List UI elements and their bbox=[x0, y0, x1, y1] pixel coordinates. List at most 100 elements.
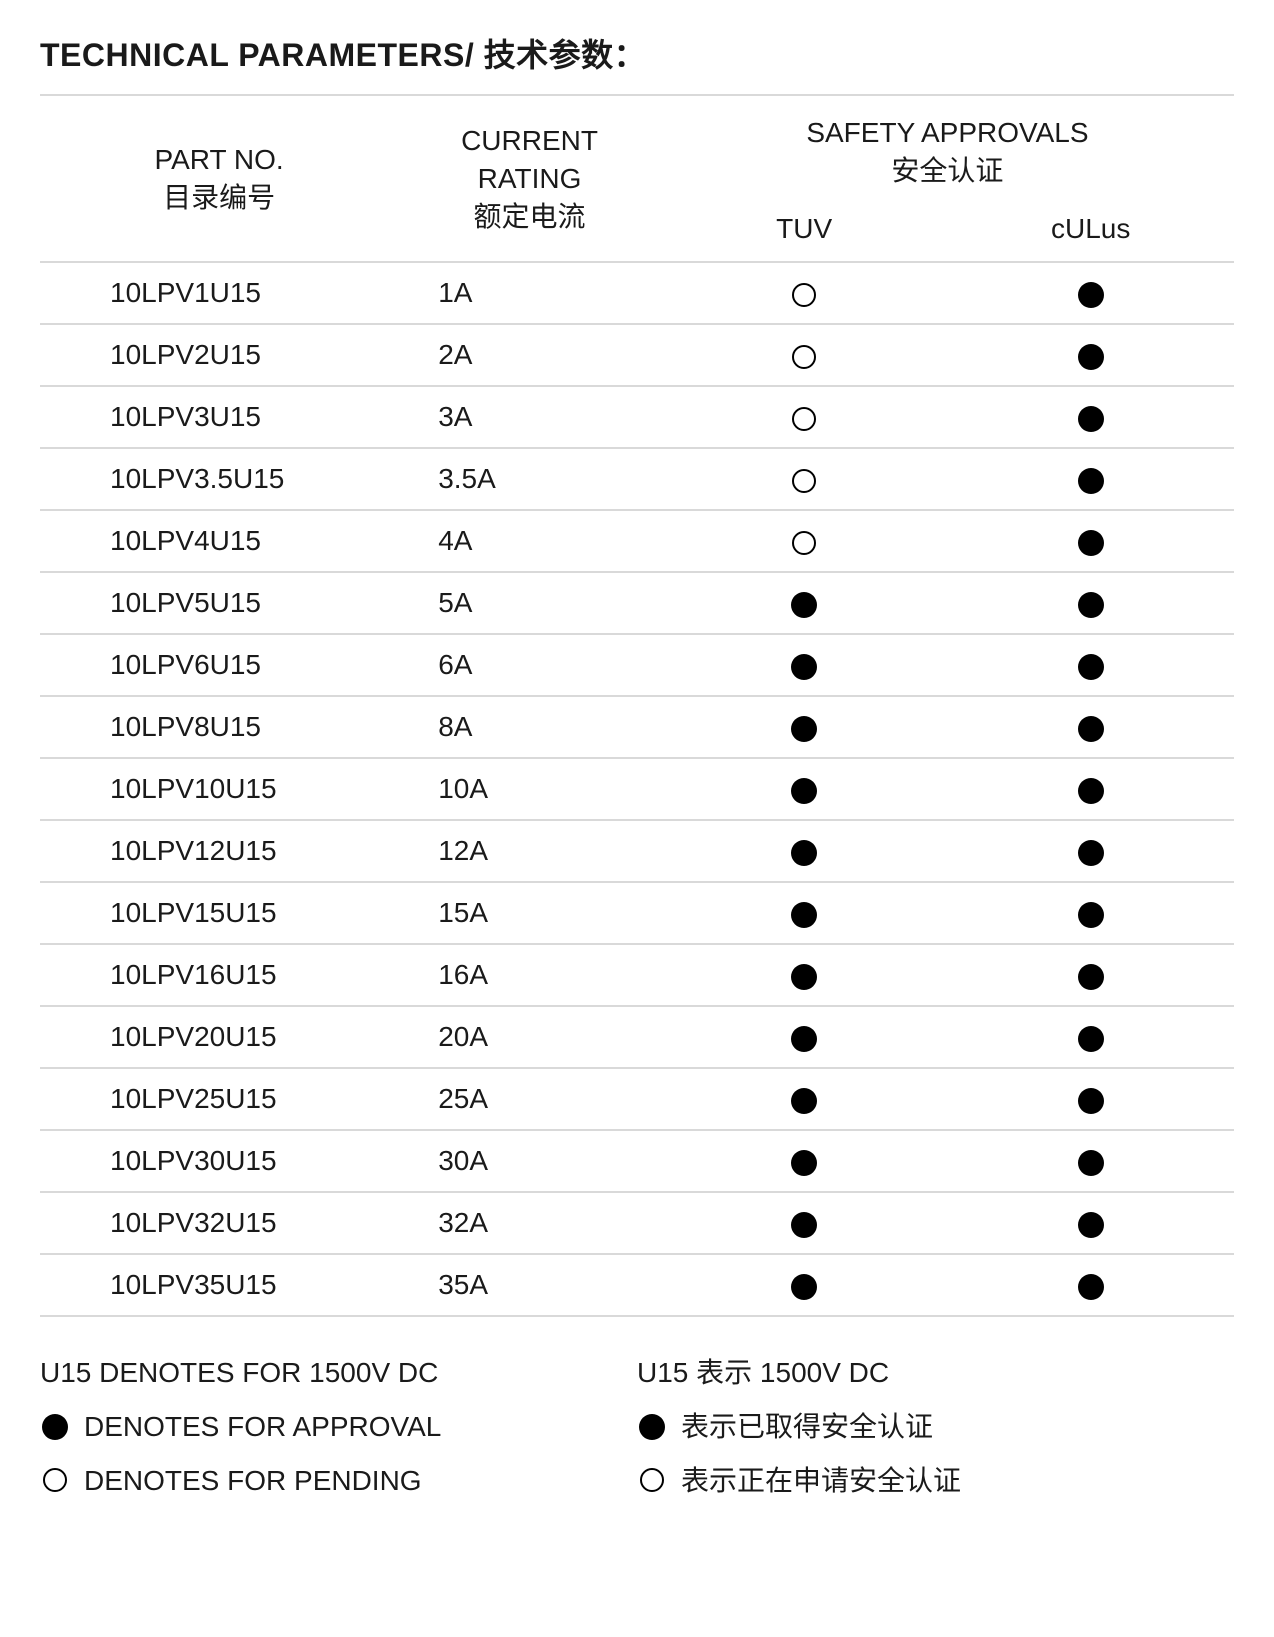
open-circle-icon bbox=[792, 345, 816, 369]
culus-cell bbox=[947, 944, 1234, 1006]
header-culus: cULus bbox=[947, 200, 1234, 263]
header-safety-group: SAFETY APPROVALS 安全认证 bbox=[661, 96, 1234, 200]
current-rating-cell: 30A bbox=[398, 1130, 661, 1192]
table-row: 10LPV8U158A bbox=[40, 696, 1234, 758]
current-rating-cell: 20A bbox=[398, 1006, 661, 1068]
culus-cell bbox=[947, 820, 1234, 882]
culus-cell bbox=[947, 1006, 1234, 1068]
table-row: 10LPV16U1516A bbox=[40, 944, 1234, 1006]
culus-cell bbox=[947, 634, 1234, 696]
filled-circle-icon bbox=[791, 654, 817, 680]
part-no-cell: 10LPV10U15 bbox=[40, 758, 398, 820]
tuv-cell bbox=[661, 696, 948, 758]
current-rating-cell: 1A bbox=[398, 262, 661, 324]
culus-cell bbox=[947, 1130, 1234, 1192]
filled-circle-icon bbox=[791, 1088, 817, 1114]
part-no-cell: 10LPV3.5U15 bbox=[40, 448, 398, 510]
filled-circle-icon bbox=[1078, 344, 1104, 370]
filled-circle-icon bbox=[1078, 778, 1104, 804]
header-current-en: CURRENT bbox=[461, 125, 598, 156]
current-rating-cell: 3.5A bbox=[398, 448, 661, 510]
tuv-cell bbox=[661, 634, 948, 696]
filled-circle-icon bbox=[1078, 1026, 1104, 1052]
header-current-rating: CURRENT RATING 额定电流 bbox=[398, 96, 661, 262]
table-row: 10LPV3U153A bbox=[40, 386, 1234, 448]
culus-cell bbox=[947, 758, 1234, 820]
header-safety-en: SAFETY APPROVALS bbox=[806, 117, 1088, 148]
current-rating-cell: 32A bbox=[398, 1192, 661, 1254]
legend-left-pending: DENOTES FOR PENDING bbox=[40, 1457, 637, 1505]
tuv-cell bbox=[661, 1006, 948, 1068]
legend-left-approval: DENOTES FOR APPROVAL bbox=[40, 1403, 637, 1451]
culus-cell bbox=[947, 1254, 1234, 1316]
filled-circle-icon bbox=[1078, 1150, 1104, 1176]
legend-right: U15 表示 1500V DC 表示已取得安全认证 表示正在申请安全认证 bbox=[637, 1343, 1234, 1504]
tuv-cell bbox=[661, 572, 948, 634]
legend-right-line1: U15 表示 1500V DC bbox=[637, 1349, 1234, 1397]
open-circle-icon bbox=[792, 469, 816, 493]
culus-cell bbox=[947, 448, 1234, 510]
filled-circle-icon bbox=[40, 1414, 70, 1440]
legend: U15 DENOTES FOR 1500V DC DENOTES FOR APP… bbox=[40, 1343, 1234, 1504]
legend-right-u15: U15 表示 1500V DC bbox=[637, 1349, 889, 1397]
table-row: 10LPV6U156A bbox=[40, 634, 1234, 696]
legend-right-approval: 表示已取得安全认证 bbox=[637, 1403, 1234, 1451]
table-row: 10LPV12U1512A bbox=[40, 820, 1234, 882]
filled-circle-icon bbox=[1078, 592, 1104, 618]
header-part-no-cn: 目录编号 bbox=[163, 182, 275, 213]
table-row: 10LPV15U1515A bbox=[40, 882, 1234, 944]
tuv-cell bbox=[661, 510, 948, 572]
filled-circle-icon bbox=[1078, 406, 1104, 432]
open-circle-icon bbox=[637, 1468, 667, 1492]
tuv-cell bbox=[661, 1130, 948, 1192]
current-rating-cell: 6A bbox=[398, 634, 661, 696]
part-no-cell: 10LPV15U15 bbox=[40, 882, 398, 944]
tuv-cell bbox=[661, 758, 948, 820]
part-no-cell: 10LPV4U15 bbox=[40, 510, 398, 572]
filled-circle-icon bbox=[791, 1026, 817, 1052]
tuv-cell bbox=[661, 1192, 948, 1254]
header-current-cn: 额定电流 bbox=[474, 201, 586, 232]
filled-circle-icon bbox=[791, 902, 817, 928]
current-rating-cell: 35A bbox=[398, 1254, 661, 1316]
current-rating-cell: 16A bbox=[398, 944, 661, 1006]
filled-circle-icon bbox=[1078, 902, 1104, 928]
culus-cell bbox=[947, 510, 1234, 572]
current-rating-cell: 5A bbox=[398, 572, 661, 634]
legend-right-pending: 表示正在申请安全认证 bbox=[637, 1457, 1234, 1505]
header-tuv: TUV bbox=[661, 200, 948, 263]
filled-circle-icon bbox=[791, 1212, 817, 1238]
open-circle-icon bbox=[40, 1468, 70, 1492]
tuv-cell bbox=[661, 882, 948, 944]
current-rating-cell: 2A bbox=[398, 324, 661, 386]
header-part-no: PART NO. 目录编号 bbox=[40, 96, 398, 262]
current-rating-cell: 15A bbox=[398, 882, 661, 944]
current-rating-cell: 25A bbox=[398, 1068, 661, 1130]
culus-cell bbox=[947, 1068, 1234, 1130]
table-row: 10LPV1U151A bbox=[40, 262, 1234, 324]
filled-circle-icon bbox=[1078, 1274, 1104, 1300]
part-no-cell: 10LPV20U15 bbox=[40, 1006, 398, 1068]
filled-circle-icon bbox=[791, 592, 817, 618]
part-no-cell: 10LPV3U15 bbox=[40, 386, 398, 448]
part-no-cell: 10LPV32U15 bbox=[40, 1192, 398, 1254]
header-current-mid: RATING bbox=[478, 163, 582, 194]
part-no-cell: 10LPV30U15 bbox=[40, 1130, 398, 1192]
table-row: 10LPV20U1520A bbox=[40, 1006, 1234, 1068]
page-title: TECHNICAL PARAMETERS/ 技术参数： bbox=[40, 30, 1234, 96]
culus-cell bbox=[947, 324, 1234, 386]
legend-left: U15 DENOTES FOR 1500V DC DENOTES FOR APP… bbox=[40, 1343, 637, 1504]
table-row: 10LPV25U1525A bbox=[40, 1068, 1234, 1130]
part-no-cell: 10LPV5U15 bbox=[40, 572, 398, 634]
table-body: 10LPV1U151A10LPV2U152A10LPV3U153A10LPV3.… bbox=[40, 262, 1234, 1316]
filled-circle-icon bbox=[1078, 654, 1104, 680]
filled-circle-icon bbox=[1078, 1088, 1104, 1114]
culus-cell bbox=[947, 386, 1234, 448]
tuv-cell bbox=[661, 1254, 948, 1316]
filled-circle-icon bbox=[791, 1150, 817, 1176]
table-row: 10LPV2U152A bbox=[40, 324, 1234, 386]
legend-left-line1: U15 DENOTES FOR 1500V DC bbox=[40, 1349, 637, 1397]
part-no-cell: 10LPV35U15 bbox=[40, 1254, 398, 1316]
open-circle-icon bbox=[792, 283, 816, 307]
table-row: 10LPV3.5U153.5A bbox=[40, 448, 1234, 510]
